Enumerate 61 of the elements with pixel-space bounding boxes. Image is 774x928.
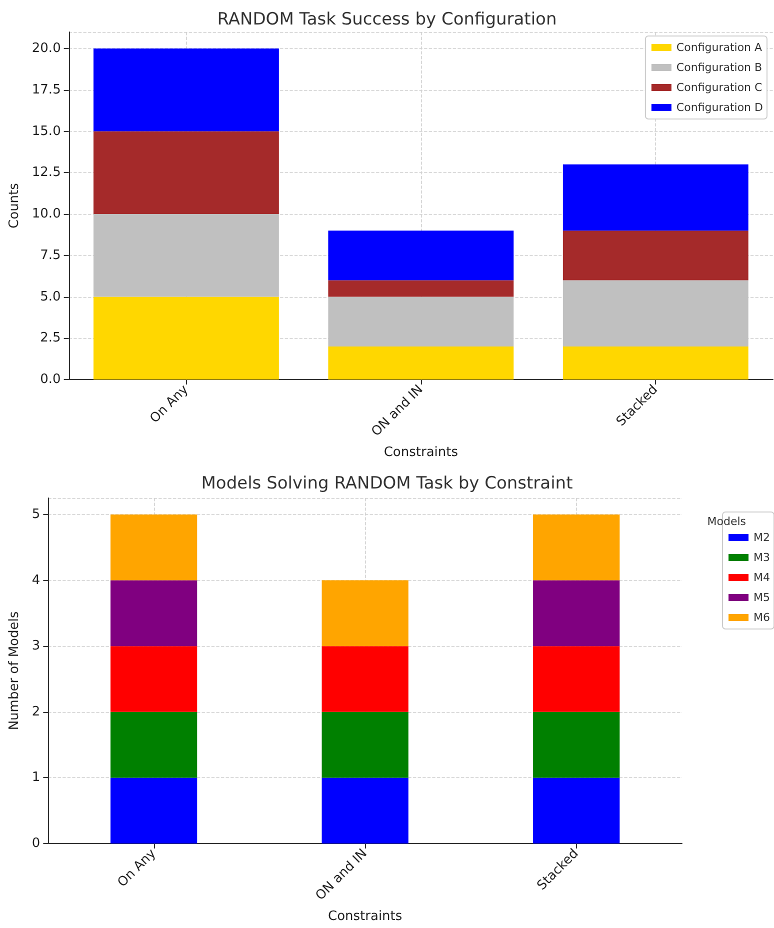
bar: [93, 48, 279, 132]
bar: [533, 712, 620, 778]
legend-label: M2: [754, 531, 770, 544]
bar: [328, 296, 514, 346]
legend-label: M5: [754, 591, 770, 604]
legend-label: M6: [754, 611, 770, 624]
legend-label: Configuration B: [676, 61, 762, 74]
bar: [322, 646, 408, 712]
x-axis-title: Constraints: [384, 445, 458, 460]
bar: [93, 131, 279, 214]
bar: [562, 164, 748, 231]
y-tick-label: 5: [32, 506, 40, 522]
legend-label: M3: [754, 551, 770, 564]
bar: [93, 214, 279, 297]
legend-label: Configuration D: [676, 101, 764, 114]
y-tick-label: 15.0: [32, 124, 61, 139]
bar: [328, 346, 514, 380]
x-tick-label: ON and IN: [368, 382, 426, 440]
y-tick-label: 5.0: [40, 289, 61, 304]
bar: [328, 230, 514, 280]
y-tick-label: 2: [32, 704, 40, 720]
bar: [110, 712, 198, 778]
bar: [533, 580, 620, 646]
y-axis-title: Counts: [7, 182, 22, 228]
bar: [322, 580, 408, 646]
bar: [110, 646, 198, 712]
legend-label: M4: [754, 571, 770, 584]
x-tick-label: ON and IN: [312, 846, 370, 904]
x-tick-label: On Any: [115, 846, 160, 890]
y-tick-label: 12.5: [32, 165, 61, 180]
y-axis-title: Number of Models: [7, 611, 22, 730]
y-tick-label: 2.5: [40, 330, 61, 346]
bar: [562, 230, 748, 280]
y-tick-label: 3: [32, 638, 40, 654]
bar: [328, 280, 514, 297]
y-tick-label: 1: [32, 770, 40, 786]
legend-label: Configuration C: [676, 81, 763, 94]
bar: [533, 514, 620, 580]
bar: [110, 778, 198, 844]
legend-title: Models: [707, 515, 746, 528]
y-tick-label: 0: [32, 836, 40, 852]
y-tick-label: 4: [32, 572, 40, 588]
bar: [533, 778, 620, 844]
bar: [562, 346, 748, 380]
chart-title: Models Solving RANDOM Task by Constraint: [201, 474, 574, 494]
y-tick-label: 20.0: [32, 41, 61, 56]
bar: [110, 514, 198, 580]
y-tick-label: 7.5: [40, 248, 61, 263]
x-tick-label: On Any: [147, 382, 192, 426]
chart-title: RANDOM Task Success by Configuration: [217, 10, 557, 30]
legend-label: Configuration A: [676, 41, 763, 54]
x-axis-title: Constraints: [328, 909, 402, 924]
y-tick-label: 17.5: [32, 82, 61, 98]
bar: [322, 712, 408, 778]
bar: [322, 778, 408, 844]
bar: [93, 296, 279, 380]
bar: [562, 280, 748, 346]
bar: [110, 580, 198, 646]
bar: [533, 646, 620, 712]
y-tick-label: 10.0: [32, 206, 61, 222]
y-tick-label: 0.0: [40, 372, 61, 388]
